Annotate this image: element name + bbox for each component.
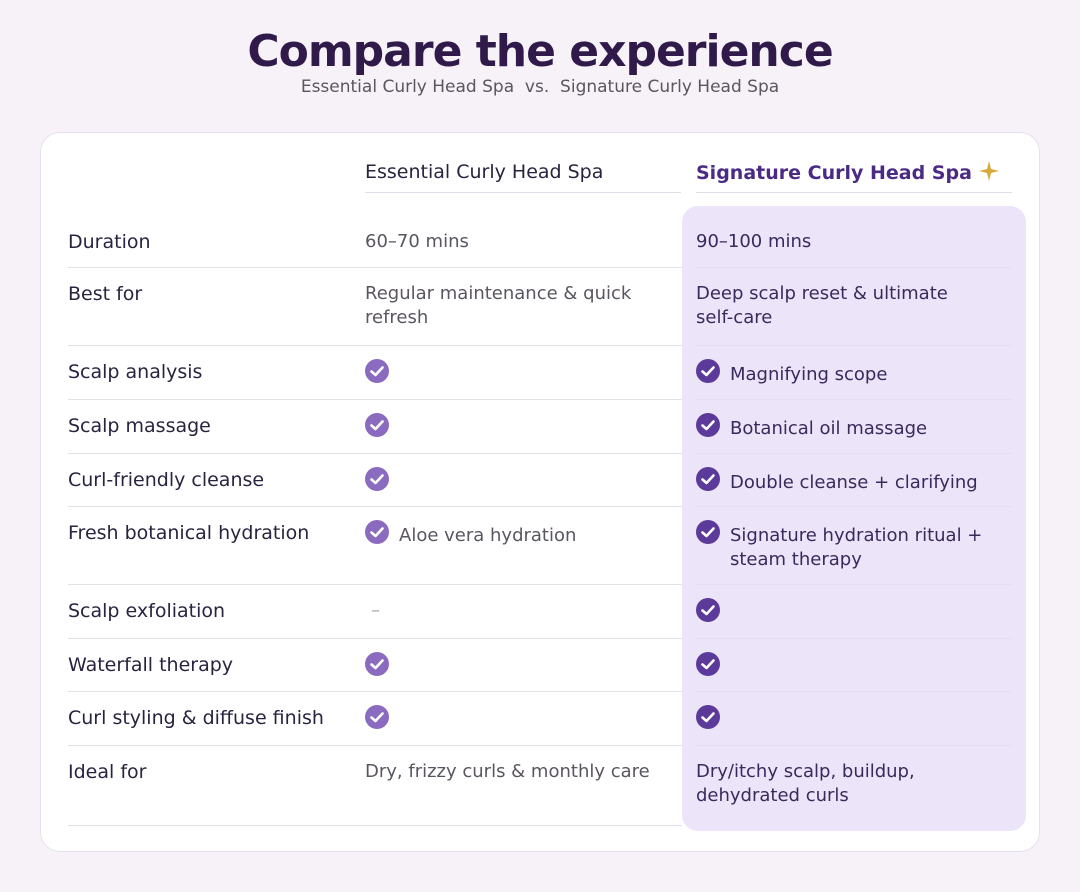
check-icon bbox=[365, 705, 389, 729]
sparkle-icon bbox=[978, 161, 999, 181]
cell-text: 90–100 mins bbox=[696, 231, 812, 252]
check-icon bbox=[696, 467, 720, 491]
cell-text: Dry, frizzy curls & monthly care bbox=[365, 761, 650, 782]
row-label: Curl styling & diffuse finish bbox=[68, 707, 324, 729]
title: Compare the experience bbox=[247, 26, 833, 77]
row-separator bbox=[68, 267, 682, 268]
check-icon bbox=[696, 705, 720, 729]
row-label: Ideal for bbox=[68, 761, 147, 783]
row-label: Scalp massage bbox=[68, 415, 211, 437]
row-separator bbox=[696, 453, 1012, 454]
row-separator bbox=[68, 584, 682, 585]
check-icon bbox=[365, 413, 389, 437]
cell-text: Signature hydration ritual + steam thera… bbox=[730, 525, 983, 570]
cell-text: – bbox=[371, 600, 380, 621]
cell-text: Magnifying scope bbox=[730, 364, 888, 385]
column-header: Signature Curly Head Spa bbox=[696, 161, 999, 184]
row-separator bbox=[68, 745, 682, 746]
check-icon bbox=[696, 413, 720, 437]
row-label: Fresh botanical hydration bbox=[68, 522, 310, 544]
row-label: Curl-friendly cleanse bbox=[68, 469, 265, 491]
cell-text: 60–70 mins bbox=[365, 231, 469, 252]
divider bbox=[365, 192, 681, 193]
column-header: Essential Curly Head Spa bbox=[365, 161, 604, 183]
divider bbox=[696, 192, 1012, 193]
check-icon bbox=[365, 359, 389, 383]
check-icon bbox=[696, 359, 720, 383]
row-separator bbox=[68, 453, 682, 454]
row-label: Duration bbox=[68, 231, 151, 253]
column-header-text: Signature Curly Head Spa bbox=[696, 162, 972, 184]
row-label: Waterfall therapy bbox=[68, 654, 234, 676]
cell-text: Regular maintenance & quick refresh bbox=[365, 283, 632, 328]
row-separator bbox=[68, 345, 682, 346]
cell-text: Aloe vera hydration bbox=[399, 525, 577, 546]
row-label: Scalp analysis bbox=[68, 361, 203, 383]
row-separator bbox=[68, 691, 682, 692]
highlight-column bbox=[682, 206, 1026, 831]
row-label: Best for bbox=[68, 283, 143, 305]
row-separator bbox=[696, 267, 1012, 268]
check-icon bbox=[365, 520, 389, 544]
check-icon bbox=[365, 652, 389, 676]
subtitle: Essential Curly Head Spa vs. Signature C… bbox=[300, 77, 780, 97]
row-separator bbox=[696, 691, 1012, 692]
cell-text: Deep scalp reset & ultimate self-care bbox=[696, 283, 948, 328]
row-separator bbox=[696, 745, 1012, 746]
check-icon bbox=[365, 467, 389, 491]
row-separator bbox=[696, 506, 1012, 507]
check-icon bbox=[696, 652, 720, 676]
row-label: Scalp exfoliation bbox=[68, 600, 226, 622]
row-separator bbox=[68, 399, 682, 400]
row-separator bbox=[68, 638, 682, 639]
row-separator bbox=[696, 345, 1012, 346]
cell-text: Dry/itchy scalp, buildup, dehydrated cur… bbox=[696, 761, 915, 806]
check-icon bbox=[696, 598, 720, 622]
row-separator bbox=[696, 399, 1012, 400]
row-separator bbox=[696, 584, 1012, 585]
check-icon bbox=[696, 520, 720, 544]
cell-text: Botanical oil massage bbox=[730, 418, 928, 439]
row-separator bbox=[68, 825, 682, 826]
cell-text: Double cleanse + clarifying bbox=[730, 472, 978, 493]
row-separator bbox=[68, 506, 682, 507]
row-separator bbox=[696, 638, 1012, 639]
